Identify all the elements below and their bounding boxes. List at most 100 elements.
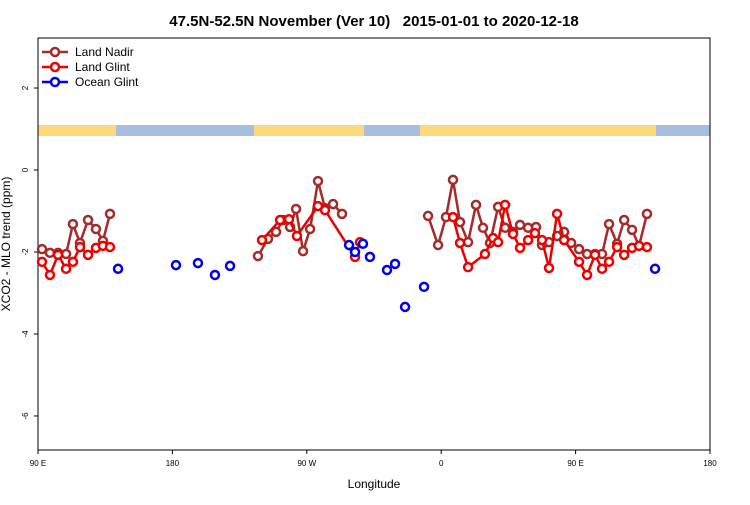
legend-label: Land Nadir (75, 45, 134, 59)
x-tick-label: 90 W (297, 459, 316, 468)
data-point (290, 203, 302, 215)
y-tick-label: 2 (21, 85, 30, 90)
data-point (543, 262, 555, 274)
data-point (67, 218, 79, 230)
data-point (432, 239, 444, 251)
data-point (112, 263, 124, 275)
data-point (192, 257, 204, 269)
data-point (36, 243, 48, 255)
legend-label: Ocean Glint (75, 75, 139, 89)
land-ocean-strip (38, 125, 710, 136)
x-axis-label: Longitude (348, 477, 401, 491)
y-axis-label: XCO2 - MLO trend (ppm) (0, 177, 13, 312)
data-point (349, 246, 361, 258)
data-point (454, 216, 466, 228)
legend-marker (49, 46, 61, 58)
data-point (536, 234, 548, 246)
data-point (479, 248, 491, 260)
data-point (422, 210, 434, 222)
data-point (454, 237, 466, 249)
data-point (462, 236, 474, 248)
data-point (626, 224, 638, 236)
x-tick-label: 0 (439, 459, 444, 468)
data-point (603, 256, 615, 268)
data-point (551, 208, 563, 220)
data-point (641, 241, 653, 253)
y-tick-label: -2 (21, 248, 30, 256)
legend-marker (49, 61, 61, 73)
data-point (224, 260, 236, 272)
data-point (60, 263, 72, 275)
data-point (507, 228, 519, 240)
legend-marker (49, 76, 61, 88)
data-point (470, 199, 482, 211)
x-tick-label: 180 (703, 459, 717, 468)
x-tick-label: 180 (166, 459, 180, 468)
data-point (209, 269, 221, 281)
data-point (319, 204, 331, 216)
data-point (60, 248, 72, 260)
data-point (596, 263, 608, 275)
data-point (270, 226, 282, 238)
y-tick-label: 0 (21, 167, 30, 172)
data-point (170, 259, 182, 271)
data-point (283, 213, 295, 225)
data-point (44, 247, 56, 259)
data-point (364, 251, 376, 263)
data-point (256, 234, 268, 246)
data-point (343, 239, 355, 251)
data-point (336, 208, 348, 220)
data-point (573, 256, 585, 268)
data-point (499, 199, 511, 211)
data-point (90, 223, 102, 235)
data-point (477, 222, 489, 234)
chart-title: 47.5N-52.5N November (Ver 10) 2015-01-01… (169, 13, 578, 30)
data-point (641, 208, 653, 220)
data-point (618, 214, 630, 226)
data-point (327, 198, 339, 210)
data-point (447, 174, 459, 186)
data-point (522, 234, 534, 246)
data-point (74, 241, 86, 253)
data-point (558, 234, 570, 246)
data-point (447, 211, 459, 223)
data-point (581, 269, 593, 281)
y-tick-label: -4 (21, 330, 30, 338)
data-point (274, 214, 286, 226)
data-point (357, 238, 369, 250)
data-point (291, 230, 303, 242)
data-point (104, 208, 116, 220)
x-tick-label: 90 E (30, 459, 46, 468)
data-point (649, 263, 661, 275)
data-point (252, 250, 264, 262)
data-point (603, 218, 615, 230)
data-point (399, 301, 411, 313)
data-point (633, 240, 645, 252)
data-point (492, 236, 504, 248)
data-point (389, 258, 401, 270)
data-point (611, 241, 623, 253)
data-point (82, 249, 94, 261)
data-point (573, 243, 585, 255)
data-point (514, 242, 526, 254)
data-point (67, 256, 79, 268)
data-point (589, 249, 601, 261)
legend-label: Land Glint (75, 60, 130, 74)
plot-frame (37, 37, 711, 451)
data-point (618, 249, 630, 261)
data-point (82, 214, 94, 226)
data-point (312, 175, 324, 187)
data-point (44, 269, 56, 281)
data-point (297, 245, 309, 257)
data-point (529, 227, 541, 239)
data-point (514, 219, 526, 231)
data-point (36, 256, 48, 268)
data-point (418, 281, 430, 293)
data-point (304, 223, 316, 235)
y-tick-label: -6 (21, 412, 30, 420)
data-point (52, 249, 64, 261)
data-point (104, 241, 116, 253)
x-tick-label: 90 E (567, 459, 583, 468)
data-point (381, 264, 393, 276)
